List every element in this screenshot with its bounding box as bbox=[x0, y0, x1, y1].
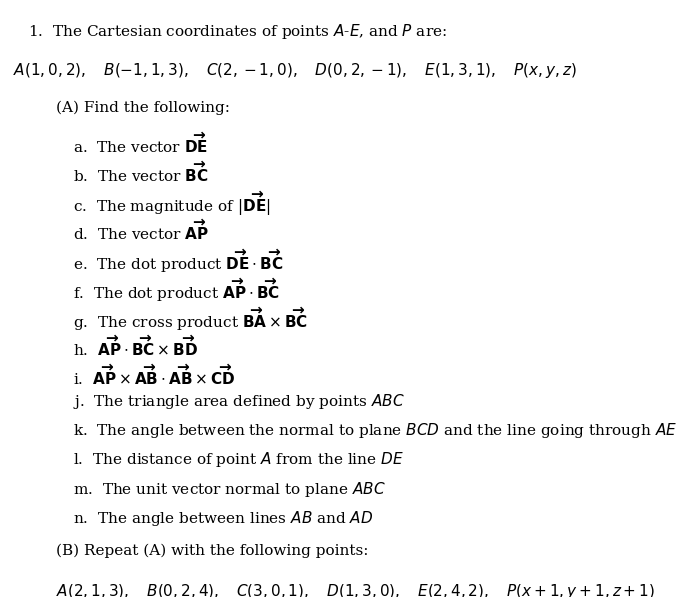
Text: g.  The cross product $\mathbf{\overrightarrow{BA}}\times\mathbf{\overrightarrow: g. The cross product $\mathbf{\overright… bbox=[74, 305, 308, 333]
Text: h.  $\mathbf{\overrightarrow{AP}}\cdot\mathbf{\overrightarrow{BC}}\times\mathbf{: h. $\mathbf{\overrightarrow{AP}}\cdot\ma… bbox=[74, 334, 198, 359]
Text: l.  The distance of point $A$ from the line $DE$: l. The distance of point $A$ from the li… bbox=[74, 451, 404, 469]
Text: j.  The triangle area defined by points $ABC$: j. The triangle area defined by points $… bbox=[74, 392, 405, 411]
Text: i.  $\mathbf{\overrightarrow{AP}}\times\mathbf{\overrightarrow{AB}}\cdot\mathbf{: i. $\mathbf{\overrightarrow{AP}}\times\m… bbox=[74, 364, 236, 388]
Text: (A) Find the following:: (A) Find the following: bbox=[56, 100, 230, 115]
Text: f.  The dot product $\mathbf{\overrightarrow{AP}}\cdot\mathbf{\overrightarrow{BC: f. The dot product $\mathbf{\overrightar… bbox=[74, 276, 280, 304]
Text: $A(1, 0, 2),\quad B(-1, 1, 3),\quad C(2, -1, 0),\quad D(0, 2, -1),\quad E(1, 3, : $A(1, 0, 2),\quad B(-1, 1, 3),\quad C(2,… bbox=[13, 61, 577, 81]
Text: e.  The dot product $\mathbf{\overrightarrow{DE}}\cdot\mathbf{\overrightarrow{BC: e. The dot product $\mathbf{\overrightar… bbox=[74, 247, 284, 275]
Text: n.  The angle between lines $AB$ and $AD$: n. The angle between lines $AB$ and $AD$ bbox=[74, 509, 374, 528]
Text: $A(2, 1, 3),\quad B(0, 2, 4),\quad C(3, 0, 1),\quad D(1,3,0),\quad E(2, 4, 2),\q: $A(2, 1, 3),\quad B(0, 2, 4),\quad C(3, … bbox=[56, 582, 655, 597]
Text: a.  The vector $\mathbf{\overrightarrow{DE}}$: a. The vector $\mathbf{\overrightarrow{D… bbox=[74, 131, 208, 156]
Text: (B) Repeat (A) with the following points:: (B) Repeat (A) with the following points… bbox=[56, 543, 369, 558]
Text: b.  The vector $\mathbf{\overrightarrow{BC}}$: b. The vector $\mathbf{\overrightarrow{B… bbox=[74, 160, 209, 185]
Text: c.  The magnitude of $|\mathbf{\overrightarrow{DE}}|$: c. The magnitude of $|\mathbf{\overright… bbox=[74, 189, 271, 218]
Text: d.  The vector $\mathbf{\overrightarrow{AP}}$: d. The vector $\mathbf{\overrightarrow{A… bbox=[74, 219, 209, 243]
Text: k.  The angle between the normal to plane $BCD$ and the line going through $AE$: k. The angle between the normal to plane… bbox=[74, 421, 678, 441]
Text: 1.  The Cartesian coordinates of points $A$-$E$, and $P$ are:: 1. The Cartesian coordinates of points $… bbox=[28, 22, 447, 41]
Text: m.  The unit vector normal to plane $ABC$: m. The unit vector normal to plane $ABC$ bbox=[74, 479, 386, 498]
